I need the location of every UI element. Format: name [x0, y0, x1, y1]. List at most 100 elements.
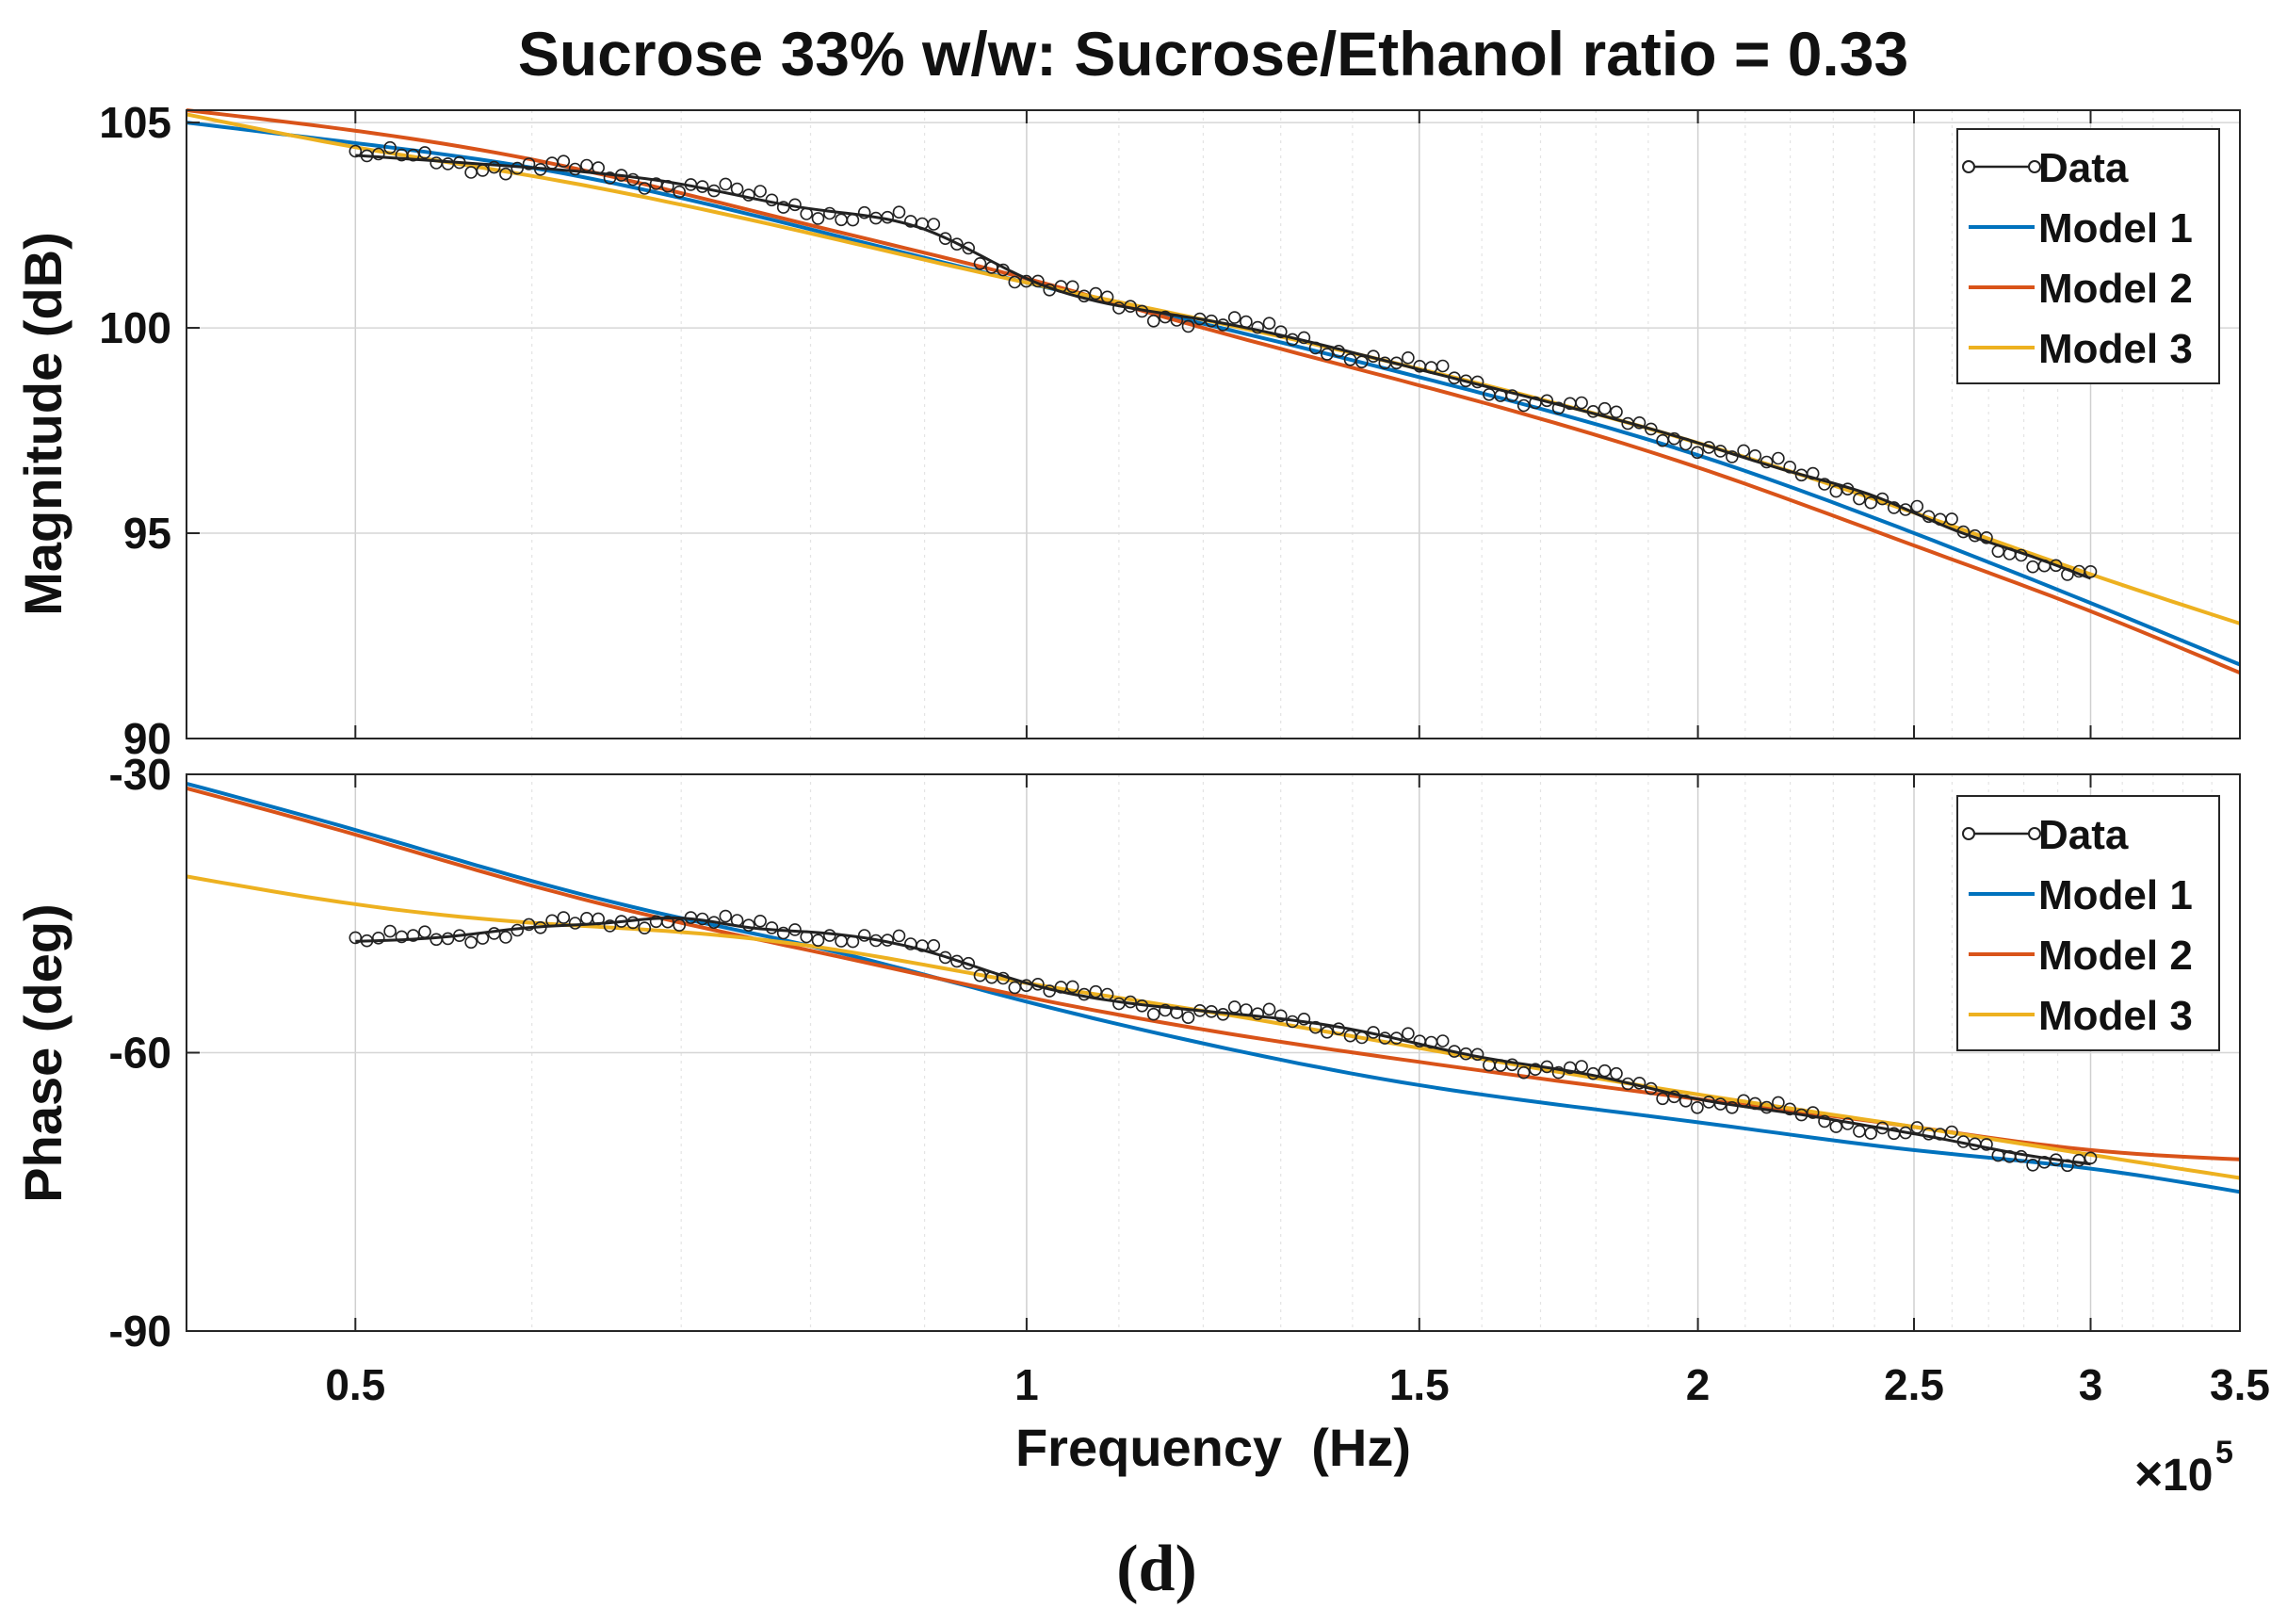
x-tick-label: 3.5	[2210, 1360, 2270, 1409]
data-point	[1181, 1011, 1195, 1024]
data-point	[1726, 1101, 1739, 1114]
data-point	[846, 213, 860, 227]
data-point	[1286, 1015, 1299, 1029]
data-point	[1355, 1031, 1369, 1045]
magnitude-y-ticks: 105 100 95 90	[99, 98, 200, 763]
data-point	[973, 256, 987, 270]
data-point	[1505, 389, 1519, 402]
data-point	[765, 193, 779, 207]
data-point	[1251, 320, 1264, 334]
data-point	[2026, 1159, 2039, 1172]
data-point	[730, 182, 744, 196]
data-point	[997, 971, 1010, 985]
data-point	[1691, 446, 1704, 460]
x-multiplier: × 10 5	[2134, 1435, 2233, 1502]
data-point	[557, 911, 571, 924]
data-point	[418, 146, 431, 159]
data-point	[592, 912, 606, 926]
data-point	[822, 929, 836, 942]
data-point	[1598, 1064, 1612, 1078]
magnitude-panel: 105 100 95 90 Magnitude (dB) Data Model 1 Mod…	[13, 98, 2241, 763]
data-point	[487, 927, 501, 940]
data-point	[1240, 315, 1253, 329]
figure-caption: (d)	[1116, 1533, 1197, 1605]
data-point	[707, 184, 721, 198]
data-point	[487, 160, 501, 174]
data-point	[626, 916, 640, 930]
data-point	[2049, 559, 2063, 573]
series-line	[186, 781, 2241, 1194]
legend-item-data: Data	[1962, 145, 2129, 191]
data-point	[1297, 1013, 1311, 1026]
data-point	[2084, 564, 2098, 578]
data-point	[950, 237, 964, 252]
data-point	[2084, 1151, 2098, 1165]
data-point	[1575, 396, 1588, 410]
y-tick-label: -60	[109, 1029, 171, 1078]
data-point	[1297, 331, 1311, 345]
data-point	[1435, 1034, 1450, 1047]
data-point	[741, 188, 755, 202]
x-tick-label: 1.5	[1389, 1360, 1450, 1409]
data-point	[1517, 398, 1531, 413]
data-point	[1691, 1101, 1704, 1114]
legend-label: Model 2	[2038, 266, 2193, 312]
phase-y-ticks: -30 -60 -90	[109, 750, 200, 1356]
data-point	[1829, 1120, 1843, 1133]
legend-item-model-2: Model 2	[1969, 933, 2193, 979]
data-point	[1332, 344, 1345, 358]
data-point	[1875, 1121, 1890, 1135]
data-point	[962, 241, 975, 255]
data-point	[857, 929, 871, 942]
data-point	[938, 232, 952, 245]
data-point	[1146, 1007, 1160, 1021]
data-point	[441, 932, 455, 946]
data-point	[557, 154, 571, 168]
legend-item-data: Data	[1962, 812, 2129, 858]
phase-legend: Data Model 1 Model 2 Model 3	[1956, 795, 2220, 1051]
legend-item-model-2: Model 2	[1969, 266, 2193, 312]
data-point	[649, 177, 663, 190]
data-point	[673, 918, 687, 933]
data-point	[1170, 1006, 1184, 1019]
data-point	[788, 198, 802, 212]
data-point	[673, 185, 687, 199]
data-point	[1806, 466, 1820, 480]
data-point	[962, 956, 975, 970]
data-point	[1321, 1026, 1334, 1039]
series-line	[355, 916, 2091, 1166]
x-tick-label: 3	[2079, 1360, 2103, 1409]
legend-box	[1956, 128, 2220, 384]
data-point	[800, 207, 814, 220]
data-point	[1389, 356, 1403, 370]
data-point	[1679, 437, 1693, 451]
data-point	[580, 158, 593, 172]
series-data	[349, 140, 2098, 581]
data-point	[1100, 987, 1114, 1001]
data-point	[522, 918, 536, 932]
data-point	[1713, 1097, 1727, 1111]
data-point	[1274, 325, 1288, 339]
data-point	[1551, 401, 1565, 415]
data-point	[1632, 1077, 1646, 1090]
data-point	[741, 918, 755, 933]
data-point	[892, 205, 906, 219]
data-point	[1227, 311, 1241, 324]
data-point	[1726, 450, 1739, 463]
data-point	[997, 263, 1010, 277]
data-point	[349, 931, 363, 945]
data-point	[1737, 444, 1750, 458]
data-point	[371, 147, 385, 161]
data-point	[568, 917, 582, 930]
data-point	[1818, 1114, 1831, 1129]
data-point	[545, 914, 559, 928]
data-point	[1170, 314, 1184, 327]
data-point	[1332, 1022, 1345, 1035]
legend-marker	[1962, 160, 1975, 173]
data-point	[719, 177, 733, 191]
data-point	[1980, 530, 1993, 544]
data-point	[603, 919, 617, 933]
data-point	[1980, 1138, 1993, 1151]
data-point	[1899, 503, 1912, 516]
data-point	[1748, 448, 1762, 463]
